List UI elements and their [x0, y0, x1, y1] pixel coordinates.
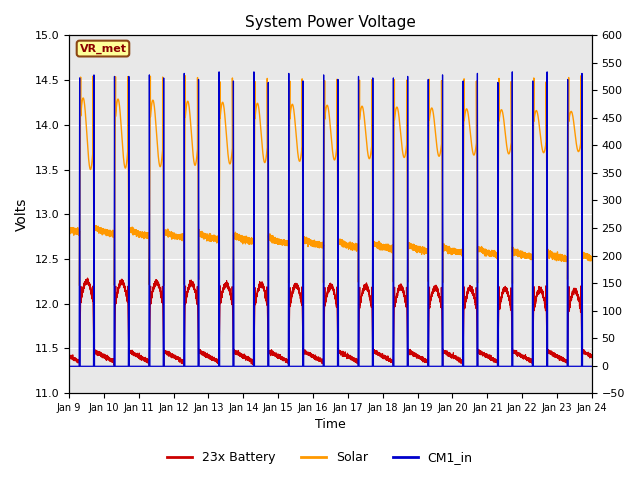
- Solar: [363, 142, 371, 148]
- CM1_in: [444, 363, 451, 369]
- Solar: [512, 250, 520, 255]
- CM1_in: [102, 363, 110, 369]
- 23x Battery: [102, 355, 110, 360]
- CM1_in: [508, 69, 516, 75]
- Title: System Power Voltage: System Power Voltage: [245, 15, 416, 30]
- CM1_in: [65, 363, 73, 369]
- 23x Battery: [363, 287, 371, 292]
- Solar: [444, 247, 451, 253]
- CM1_in: [509, 158, 516, 164]
- 23x Battery: [314, 357, 322, 363]
- CM1_in: [363, 363, 371, 369]
- Y-axis label: Volts: Volts: [15, 198, 29, 231]
- 23x Battery: [588, 354, 596, 360]
- Line: Solar: Solar: [69, 76, 592, 286]
- CM1_in: [314, 363, 322, 369]
- Line: 23x Battery: 23x Battery: [69, 278, 592, 366]
- Legend: 23x Battery, Solar, CM1_in: 23x Battery, Solar, CM1_in: [163, 446, 477, 469]
- Solar: [314, 242, 322, 248]
- 23x Battery: [444, 350, 451, 356]
- 23x Battery: [509, 347, 516, 353]
- Solar: [160, 283, 168, 288]
- Solar: [65, 226, 73, 232]
- Line: CM1_in: CM1_in: [69, 72, 592, 366]
- Solar: [102, 228, 110, 234]
- 23x Battery: [512, 351, 520, 357]
- 23x Battery: [160, 363, 168, 369]
- Solar: [588, 253, 596, 259]
- Text: VR_met: VR_met: [79, 43, 127, 54]
- 23x Battery: [84, 275, 92, 281]
- CM1_in: [512, 363, 520, 369]
- Solar: [181, 73, 189, 79]
- CM1_in: [588, 363, 596, 369]
- X-axis label: Time: Time: [315, 419, 346, 432]
- Solar: [509, 244, 516, 250]
- 23x Battery: [65, 353, 73, 359]
